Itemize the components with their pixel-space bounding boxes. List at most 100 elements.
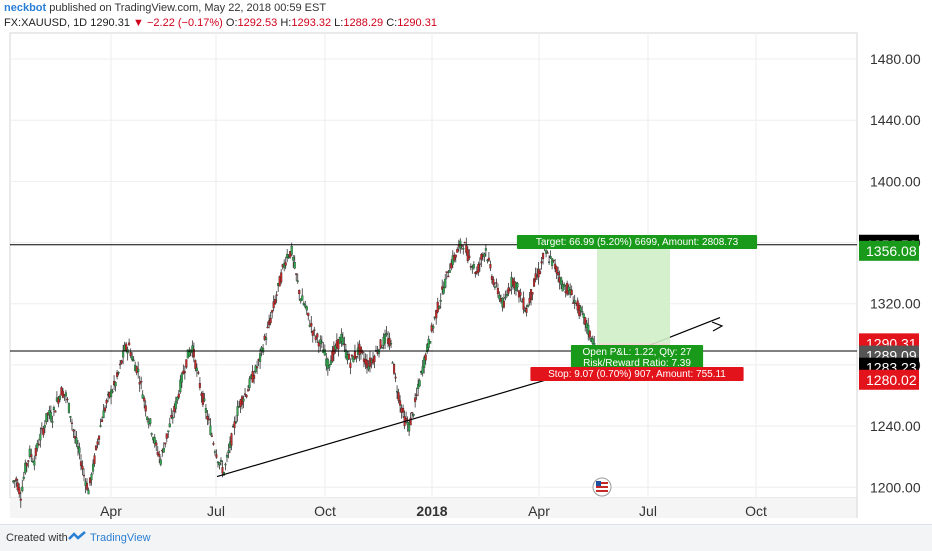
candle-body — [468, 255, 471, 258]
close-label: C: — [386, 17, 398, 29]
close-value: 1290.31 — [397, 17, 437, 29]
price-chart[interactable]: Target: 66.99 (5.20%) 6699, Amount: 2808… — [0, 0, 932, 524]
candle-body — [305, 306, 308, 311]
time-tick-label: 2018 — [416, 503, 447, 519]
candle-body — [337, 339, 340, 350]
candle-body — [478, 263, 481, 265]
candle-body — [271, 310, 274, 313]
candle-body — [125, 343, 128, 351]
candle-body — [526, 304, 530, 308]
candle-body — [383, 333, 387, 344]
candle-body — [444, 278, 447, 288]
candle-body — [138, 382, 141, 385]
time-axis-bg — [10, 498, 857, 518]
candle-body — [52, 407, 55, 411]
candle-body — [168, 423, 171, 428]
candle-body — [408, 422, 411, 432]
candle-body — [448, 270, 451, 273]
candle-body — [344, 349, 347, 358]
created-with-label: Created with — [6, 532, 68, 544]
candle-body — [587, 324, 590, 335]
candle-body — [99, 425, 102, 427]
candle-body — [58, 396, 61, 400]
price-tag-label: 1356.08 — [866, 243, 917, 259]
candle-body — [165, 433, 168, 439]
candle-body — [158, 454, 161, 457]
candle-body — [13, 480, 16, 482]
candle-body — [82, 474, 86, 477]
candle-body — [16, 482, 19, 491]
time-tick-label: Oct — [745, 503, 767, 519]
tradingview-logo-icon — [68, 531, 86, 540]
candle-body — [472, 264, 475, 269]
candle-body — [218, 462, 221, 466]
candle-body — [390, 343, 393, 345]
open-label: O: — [225, 17, 238, 29]
candle-body — [525, 308, 528, 313]
candle-body — [25, 463, 28, 467]
candle-body — [87, 489, 90, 495]
candle-body — [66, 398, 69, 401]
candle-body — [567, 286, 570, 291]
candle-body — [236, 406, 239, 416]
candle-body — [551, 258, 554, 266]
candle-body — [534, 273, 537, 280]
candle-body — [447, 275, 450, 278]
candle-body — [170, 415, 173, 418]
candle-body — [323, 349, 326, 356]
candle-body — [275, 294, 278, 296]
candle-body — [540, 261, 543, 264]
candle-body — [262, 348, 265, 353]
candle-body — [411, 412, 414, 414]
candle-body — [545, 250, 548, 254]
candle-body — [438, 306, 441, 309]
candle-body — [117, 372, 120, 374]
candle-body — [116, 372, 119, 377]
candle-body — [421, 366, 424, 374]
candle-body — [179, 379, 182, 393]
candle-body — [266, 326, 269, 329]
price-tick-label: 1480.00 — [870, 51, 921, 67]
candle-body — [415, 394, 418, 396]
candle-body — [379, 339, 382, 349]
candle-body — [57, 397, 60, 404]
price-tick-label: 1320.00 — [870, 296, 921, 312]
price-tag-label: 1280.02 — [866, 372, 917, 388]
candle-body — [442, 287, 445, 294]
candle-body — [150, 433, 153, 435]
candle-body — [155, 442, 158, 446]
candle-body — [105, 400, 108, 404]
candle-body — [492, 279, 495, 285]
candle-body — [582, 313, 585, 318]
candle-body — [54, 410, 57, 413]
arrow-head — [711, 321, 724, 332]
author-link[interactable]: neckbot — [4, 2, 47, 14]
candle-body — [188, 351, 191, 357]
candle-body — [81, 465, 84, 470]
candle-body — [591, 338, 594, 344]
ohlc-legend: FX:XAUUSD, 1D 1290.31 ▼ −2.22 (−0.17%) O… — [4, 17, 437, 29]
candle-body — [110, 389, 113, 398]
footer-bar: Created with TradingView — [0, 524, 932, 551]
candle-body — [131, 356, 134, 361]
candle-body — [489, 264, 492, 269]
candle-body — [227, 450, 230, 453]
candle-body — [573, 300, 576, 303]
candle-body — [355, 356, 358, 358]
candle-body — [174, 400, 177, 409]
candle-body — [295, 273, 298, 275]
candle-body — [539, 271, 542, 274]
tradingview-link[interactable]: TradingView — [90, 532, 151, 544]
price-tag-bg — [859, 369, 919, 390]
candle-body — [194, 360, 197, 369]
candle-body — [203, 398, 206, 401]
candle-body — [22, 476, 25, 479]
candle-body — [72, 429, 75, 432]
candle-body — [146, 416, 149, 420]
target-label-text: Target: 66.99 (5.20%) 6699, Amount: 2808… — [536, 237, 739, 248]
time-tick-label: Oct — [314, 503, 336, 519]
candle-body — [259, 353, 262, 362]
flag-icon[interactable] — [592, 477, 612, 497]
candle-body — [245, 394, 248, 398]
candle-body — [307, 312, 310, 316]
